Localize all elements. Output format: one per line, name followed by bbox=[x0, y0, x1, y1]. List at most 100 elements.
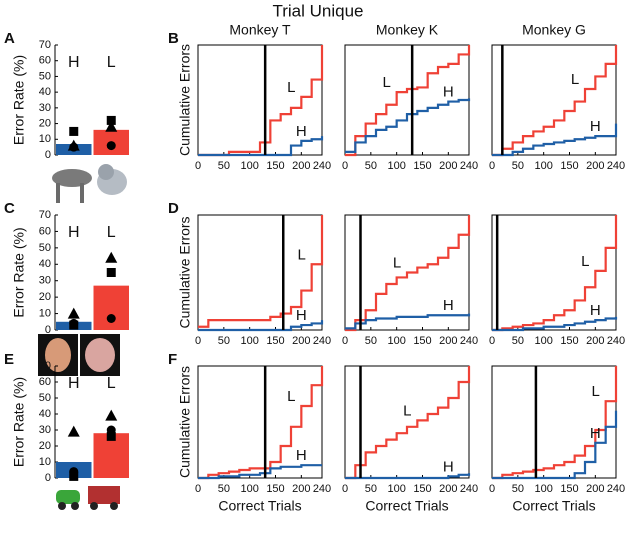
x-tick-label: 150 bbox=[560, 160, 578, 172]
x-tick-label: 240 bbox=[313, 483, 331, 495]
x-tick-label: 150 bbox=[266, 160, 284, 172]
x-tick-label: 100 bbox=[240, 483, 258, 495]
x-tick-label: 0 bbox=[195, 335, 201, 347]
y-tick-label: 0 bbox=[45, 149, 51, 161]
step-line bbox=[492, 410, 618, 480]
x-tick-label: 150 bbox=[413, 483, 431, 495]
marker-triangle bbox=[105, 251, 118, 263]
series-label: H bbox=[296, 447, 307, 464]
marker-circle bbox=[69, 467, 79, 477]
x-axis-label: Correct Trials bbox=[365, 498, 448, 514]
x-tick-label: 0 bbox=[342, 160, 348, 172]
marker-triangle bbox=[105, 409, 118, 421]
column-title: Monkey G bbox=[522, 22, 586, 38]
x-tick-label: 50 bbox=[365, 160, 377, 172]
plot-frame bbox=[491, 214, 617, 331]
series-label: L bbox=[287, 79, 295, 96]
x-tick-label: 200 bbox=[439, 483, 457, 495]
category-label: L bbox=[107, 224, 116, 241]
wheel bbox=[58, 502, 66, 510]
x-tick-label: 150 bbox=[560, 335, 578, 347]
x-tick-label: 100 bbox=[387, 483, 405, 495]
category-label: H bbox=[68, 224, 80, 241]
x-tick-label: 200 bbox=[292, 335, 310, 347]
x-tick-label: 240 bbox=[460, 335, 478, 347]
marker-square bbox=[69, 471, 79, 481]
step-line bbox=[345, 98, 471, 153]
y-tick-label: 30 bbox=[39, 424, 51, 436]
x-tick-label: 150 bbox=[560, 483, 578, 495]
series-label: L bbox=[297, 246, 305, 263]
y-tick-label: 10 bbox=[39, 307, 51, 319]
dog-image bbox=[52, 169, 92, 187]
step-line bbox=[345, 473, 471, 480]
y-tick-label: 70 bbox=[39, 209, 51, 221]
x-tick-label: 240 bbox=[607, 483, 625, 495]
marker-circle bbox=[106, 425, 116, 435]
x-tick-label: 200 bbox=[586, 160, 604, 172]
x-tick-label: 0 bbox=[489, 483, 495, 495]
wheel bbox=[110, 502, 118, 510]
marker-square bbox=[106, 115, 116, 125]
marker-triangle bbox=[105, 120, 118, 132]
x-tick-label: 100 bbox=[240, 160, 258, 172]
y-tick-label: 60 bbox=[39, 225, 51, 237]
marker-circle bbox=[69, 142, 79, 152]
step-line bbox=[492, 123, 618, 157]
series-label: H bbox=[443, 84, 454, 101]
x-tick-label: 0 bbox=[489, 160, 495, 172]
wheel bbox=[90, 502, 98, 510]
series-label: H bbox=[296, 307, 307, 324]
y-tick-label: 0 bbox=[45, 472, 51, 484]
x-tick-label: 50 bbox=[512, 483, 524, 495]
category-label: H bbox=[68, 54, 80, 71]
step-line bbox=[198, 215, 324, 328]
x-tick-label: 0 bbox=[342, 483, 348, 495]
panel-letter: C bbox=[4, 200, 15, 217]
series-label: L bbox=[403, 402, 411, 419]
panel-letter: E bbox=[4, 351, 14, 368]
x-tick-label: 50 bbox=[218, 483, 230, 495]
series-label: L bbox=[393, 254, 401, 271]
x-tick-label: 100 bbox=[534, 335, 552, 347]
x-tick-label: 200 bbox=[292, 160, 310, 172]
plot-frame bbox=[491, 44, 617, 156]
marker-triangle bbox=[67, 425, 80, 437]
column-title: Monkey T bbox=[229, 22, 291, 38]
x-axis-label: Correct Trials bbox=[218, 498, 301, 514]
y-tick-label: 30 bbox=[39, 102, 51, 114]
y-tick-label: 40 bbox=[39, 86, 51, 98]
x-tick-label: 100 bbox=[387, 335, 405, 347]
step-line bbox=[492, 45, 618, 157]
y-tick-label: 10 bbox=[39, 456, 51, 468]
x-tick-label: 50 bbox=[512, 335, 524, 347]
series-label: L bbox=[581, 253, 589, 270]
x-tick-label: 100 bbox=[240, 335, 258, 347]
panel-letter: B bbox=[168, 30, 179, 47]
y-axis-label: Cumulative Errors bbox=[177, 216, 193, 328]
marker-circle bbox=[69, 318, 79, 328]
y-tick-label: 50 bbox=[39, 70, 51, 82]
y-axis-label: Cumulative Errors bbox=[177, 44, 193, 156]
y-tick-label: 50 bbox=[39, 242, 51, 254]
x-tick-label: 240 bbox=[607, 160, 625, 172]
y-tick-label: 70 bbox=[39, 360, 51, 372]
x-tick-label: 100 bbox=[534, 483, 552, 495]
bar bbox=[93, 285, 129, 330]
truck-image bbox=[88, 486, 120, 504]
x-tick-label: 100 bbox=[387, 160, 405, 172]
step-line bbox=[492, 366, 618, 480]
monkey-face bbox=[85, 338, 115, 372]
figure-title: Trial Unique bbox=[272, 1, 363, 20]
x-tick-label: 0 bbox=[342, 335, 348, 347]
x-tick-label: 150 bbox=[413, 160, 431, 172]
x-tick-label: 240 bbox=[460, 483, 478, 495]
step-line bbox=[198, 136, 324, 157]
step-line bbox=[198, 320, 324, 332]
marker-circle bbox=[106, 141, 116, 151]
step-line bbox=[492, 215, 618, 332]
series-label: L bbox=[287, 388, 295, 405]
step-line bbox=[345, 313, 471, 330]
step-line bbox=[345, 215, 471, 332]
